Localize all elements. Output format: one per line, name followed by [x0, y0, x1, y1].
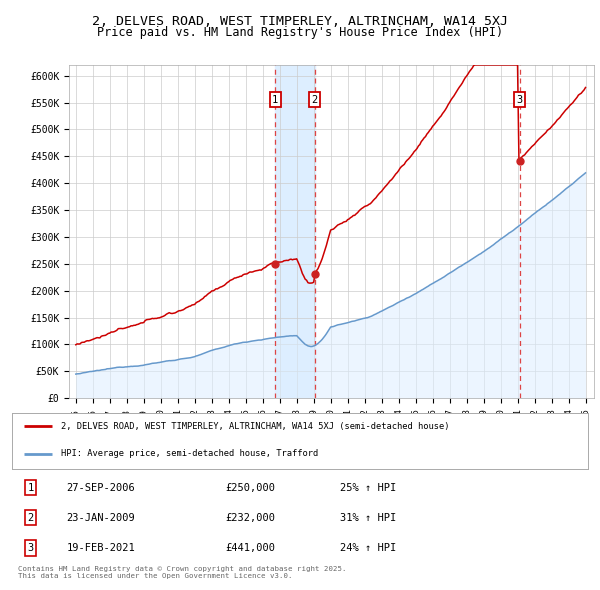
- Text: 27-SEP-2006: 27-SEP-2006: [67, 483, 136, 493]
- Text: Price paid vs. HM Land Registry's House Price Index (HPI): Price paid vs. HM Land Registry's House …: [97, 26, 503, 39]
- Text: 25% ↑ HPI: 25% ↑ HPI: [340, 483, 397, 493]
- Text: £441,000: £441,000: [225, 543, 275, 553]
- Text: 3: 3: [517, 95, 523, 105]
- Text: 1: 1: [272, 95, 278, 105]
- Bar: [275, 65, 314, 398]
- Text: 31% ↑ HPI: 31% ↑ HPI: [340, 513, 397, 523]
- Text: HPI: Average price, semi-detached house, Trafford: HPI: Average price, semi-detached house,…: [61, 450, 318, 458]
- Text: 2, DELVES ROAD, WEST TIMPERLEY, ALTRINCHAM, WA14 5XJ: 2, DELVES ROAD, WEST TIMPERLEY, ALTRINCH…: [92, 15, 508, 28]
- Text: 2: 2: [311, 95, 318, 105]
- Text: 23-JAN-2009: 23-JAN-2009: [67, 513, 136, 523]
- Text: 19-FEB-2021: 19-FEB-2021: [67, 543, 136, 553]
- Text: £232,000: £232,000: [225, 513, 275, 523]
- Text: 24% ↑ HPI: 24% ↑ HPI: [340, 543, 397, 553]
- Text: Contains HM Land Registry data © Crown copyright and database right 2025.
This d: Contains HM Land Registry data © Crown c…: [18, 566, 347, 579]
- Text: 3: 3: [28, 543, 34, 553]
- Text: £250,000: £250,000: [225, 483, 275, 493]
- Text: 1: 1: [28, 483, 34, 493]
- Text: 2: 2: [28, 513, 34, 523]
- Text: 2, DELVES ROAD, WEST TIMPERLEY, ALTRINCHAM, WA14 5XJ (semi-detached house): 2, DELVES ROAD, WEST TIMPERLEY, ALTRINCH…: [61, 422, 449, 431]
